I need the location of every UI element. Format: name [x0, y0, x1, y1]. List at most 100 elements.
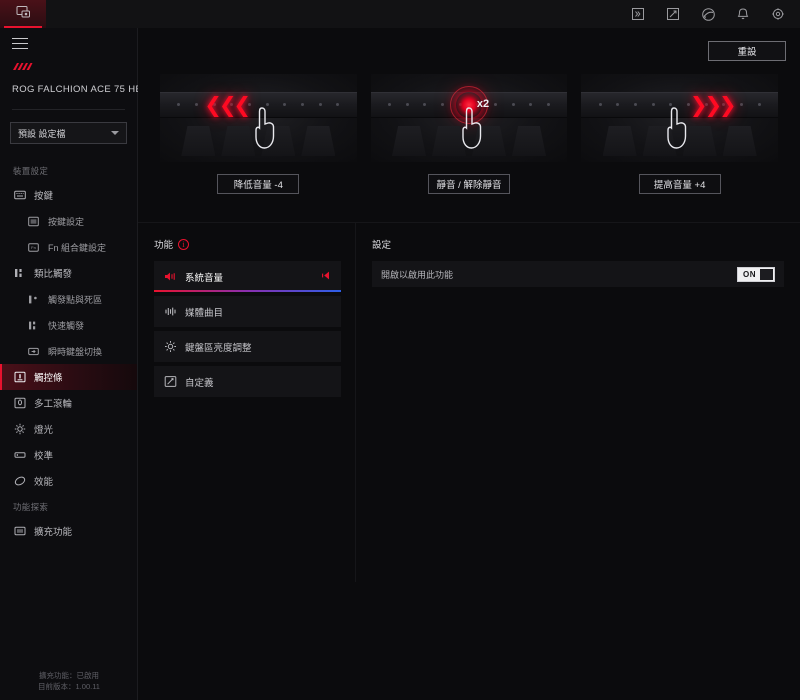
sidebar-item-label: 效能 — [34, 477, 54, 488]
keyboard-keys — [371, 126, 568, 156]
sidebar: ROG FALCHION ACE 75 HE 預設 設定檔 裝置設定 按鍵 按鍵… — [0, 28, 143, 700]
sidebar-item-fn-combo[interactable]: Fn Fn 組合鍵設定 — [0, 234, 137, 260]
sidebar-item-label: 瞬時鍵盤切換 — [48, 346, 103, 357]
brightness-icon — [163, 340, 177, 354]
sidebar-item-actuation-deadzone[interactable]: 觸發點與死區 — [0, 286, 137, 312]
sidebar-item-label: 快速觸發 — [48, 320, 85, 331]
profile-select-value: 預設 設定檔 — [18, 128, 66, 139]
settings-pane-title: 設定 — [372, 240, 392, 251]
sidebar-item-extensions[interactable]: 擴充功能 — [0, 518, 137, 544]
reset-button[interactable]: 重設 — [708, 41, 786, 61]
function-pane-title: 功能 — [154, 240, 174, 251]
multiwheel-icon — [13, 397, 26, 410]
keyboard-icon — [13, 189, 26, 202]
gesture-card[interactable]: ❯❯❯ 提高音量 +4 — [581, 74, 779, 194]
sidebar-item-label: 按鍵設定 — [48, 216, 85, 227]
tap-multiplier-label: x2 — [476, 98, 490, 110]
reset-row: 重設 — [138, 28, 800, 74]
fn-key-icon: Fn — [27, 241, 40, 254]
title-bar — [0, 0, 800, 28]
function-item-label: 自定義 — [185, 377, 214, 389]
nav-section-title-discover: 功能探索 — [13, 502, 49, 512]
touchbar-strip — [581, 92, 779, 118]
function-item-custom[interactable]: 自定義 — [154, 366, 341, 397]
profile-select[interactable]: 預設 設定檔 — [10, 122, 127, 144]
enable-toggle[interactable]: ON — [737, 266, 775, 282]
hand-pointer-icon — [255, 107, 275, 149]
settings-pane: 設定 開啟以啟用此功能 ON — [356, 223, 800, 582]
brand-block: ROG FALCHION ACE 75 HE — [0, 50, 143, 95]
sidebar-item-lighting[interactable]: 燈光 — [0, 416, 137, 442]
extension-icon — [13, 525, 26, 538]
keyboard-keys — [160, 126, 357, 156]
save-icon[interactable] — [630, 6, 646, 22]
volume-arrow-icon — [321, 268, 332, 286]
function-item-label: 系統音量 — [185, 272, 224, 284]
gesture-card[interactable]: ❮❮❮ 降低音量 -4 — [160, 74, 357, 194]
sidebar-item-instant-switch[interactable]: 瞬時鍵盤切換 — [0, 338, 137, 364]
sidebar-item-label: 校準 — [34, 451, 54, 462]
device-name: ROG FALCHION ACE 75 HE — [12, 84, 143, 95]
bell-icon[interactable] — [735, 6, 751, 22]
swipe-left-icon: ❮❮❮ — [204, 92, 251, 117]
sidebar-item-analog-trigger[interactable]: 類比觸發 — [0, 260, 137, 286]
lighting-icon — [13, 423, 26, 436]
swipe-right-icon: ❯❯❯ — [689, 92, 737, 117]
toggle-state-label: ON — [743, 269, 756, 279]
gesture-visual-swipe-right: ❯❯❯ — [581, 74, 779, 162]
main-content: 重設 ❮❮❮ 降低音量 -4 — [138, 28, 800, 700]
touchbar-dots — [581, 103, 778, 106]
sidebar-item-multiwheel[interactable]: 多工滾輪 — [0, 390, 137, 416]
gesture-card[interactable]: x2 靜音 / 解除靜音 — [370, 74, 568, 194]
device-tab[interactable] — [0, 0, 46, 28]
sidebar-divider — [12, 109, 125, 110]
gear-icon[interactable] — [770, 6, 786, 22]
function-item-label: 鍵盤區亮度調整 — [185, 342, 252, 354]
sidebar-item-touch-bar[interactable]: 觸控條 — [0, 364, 137, 390]
rog-logo — [13, 63, 33, 70]
sidebar-item-keys[interactable]: 按鍵 — [0, 182, 137, 208]
toggle-switch-icon — [27, 345, 40, 358]
svg-text:Fn: Fn — [31, 245, 36, 250]
touchbar-strip — [160, 92, 357, 118]
gesture-visual-swipe-left: ❮❮❮ — [160, 74, 357, 162]
footer-extension-status: 擴充功能：已啟用 — [39, 671, 99, 680]
touchbar-dots — [160, 103, 357, 106]
link-edit-icon[interactable] — [665, 6, 681, 22]
sidebar-item-label: 類比觸發 — [34, 269, 73, 280]
footer-version: 目前版本：1.00.11 — [38, 682, 100, 691]
sidebar-item-calibration[interactable]: 校準 — [0, 442, 137, 468]
function-item-system-volume[interactable]: 系統音量 — [154, 261, 341, 292]
bottom-split: 功能 i 系統音量 媒體曲目 — [138, 222, 800, 582]
function-item-keyboard-brightness[interactable]: 鍵盤區亮度調整 — [154, 331, 341, 362]
sidebar-item-label: 觸控條 — [34, 373, 63, 384]
sidebar-item-key-assign[interactable]: 按鍵設定 — [0, 208, 137, 234]
sidebar-footer: 擴充功能：已啟用 目前版本：1.00.11 — [0, 670, 138, 692]
sync-icon[interactable] — [700, 6, 716, 22]
sidebar-item-label: 按鍵 — [34, 191, 54, 202]
touch-bar-icon — [13, 371, 26, 384]
gesture-card-label[interactable]: 靜音 / 解除靜音 — [427, 174, 511, 194]
sidebar-item-label: 燈光 — [34, 425, 54, 436]
settings-row-label: 開啟以啟用此功能 — [381, 269, 454, 280]
sidebar-item-rapid-trigger[interactable]: 快速觸發 — [0, 312, 137, 338]
keyboard-keys — [581, 126, 778, 156]
titlebar-icon-group — [630, 6, 800, 22]
gesture-card-label[interactable]: 提高音量 +4 — [638, 174, 721, 194]
function-pane: 功能 i 系統音量 媒體曲目 — [138, 223, 356, 582]
sidebar-item-label: 擴充功能 — [34, 527, 73, 538]
settings-row-enable: 開啟以啟用此功能 ON — [372, 261, 784, 287]
sidebar-item-label: 觸發點與死區 — [48, 294, 103, 305]
gesture-card-label[interactable]: 降低音量 -4 — [217, 174, 300, 194]
device-keyboard-icon — [16, 5, 31, 24]
hamburger-icon[interactable] — [12, 38, 28, 50]
volume-icon — [163, 270, 177, 284]
function-item-media-track[interactable]: 媒體曲目 — [154, 296, 341, 327]
hand-pointer-icon — [667, 107, 687, 149]
sidebar-item-performance[interactable]: 效能 — [0, 468, 137, 494]
info-icon[interactable]: i — [178, 238, 190, 250]
performance-icon — [13, 475, 26, 488]
media-track-icon — [163, 305, 177, 319]
function-item-label: 媒體曲目 — [185, 307, 224, 319]
